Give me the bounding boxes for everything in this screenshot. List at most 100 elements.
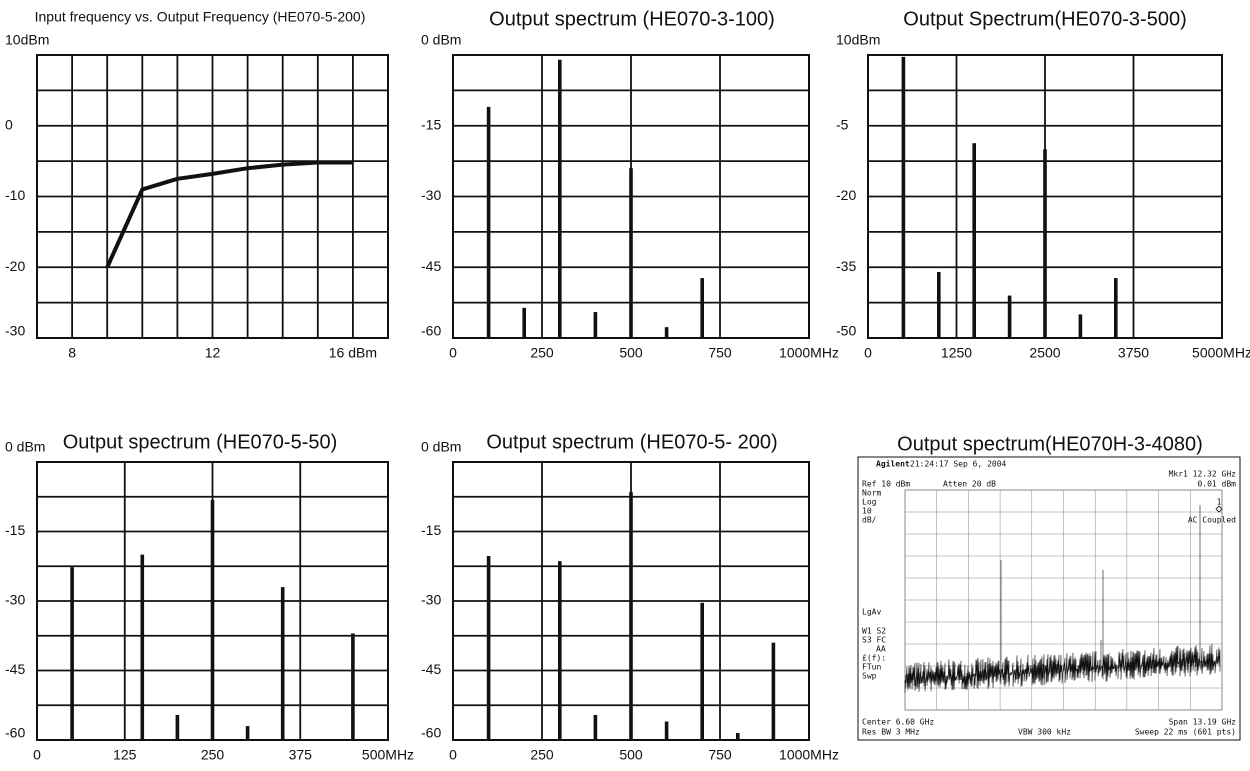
- y-tick-label: -5: [836, 116, 849, 132]
- spectral-line: [664, 327, 669, 338]
- chart-title: Output spectrum (HE070-5- 200): [486, 431, 777, 453]
- attenuation: Atten 20 dB: [943, 480, 996, 489]
- chart: Output Spectrum(HE070-3-500) 10dBm -5 -20 -3…: [836, 8, 1250, 360]
- spectral-line: [522, 307, 526, 338]
- spectral-line: [972, 143, 976, 338]
- x-tick-label: 500MHz: [362, 747, 414, 763]
- y-tick-label: 0: [5, 116, 13, 132]
- side-label: £(f):: [862, 654, 886, 663]
- spectral-line: [1043, 149, 1047, 338]
- x-tick-label: 250: [530, 747, 554, 763]
- spectral-line: [486, 556, 491, 740]
- x-tick-label: 0: [33, 747, 41, 763]
- graticule: [904, 489, 1223, 711]
- spectral-line: [280, 587, 285, 740]
- chart-title: Output Spectrum(HE070-3-500): [903, 8, 1186, 30]
- side-label: 10: [862, 507, 872, 516]
- spectral-line: [1114, 278, 1118, 338]
- y-tick-label: -60: [421, 725, 441, 741]
- x-tick-label: 250: [530, 345, 554, 361]
- x-tick-label: 3750: [1118, 345, 1149, 361]
- spectral-line: [70, 567, 74, 740]
- chart: Output spectrum (HE070-3-100) 0 dBm -15 -30…: [421, 8, 839, 360]
- spectral-line: [175, 714, 180, 740]
- coupling: AC Coupled: [1188, 516, 1236, 525]
- chart-title: Output spectrum (HE070-5-50): [63, 431, 338, 453]
- x-tick-label: 1250: [941, 345, 972, 361]
- y-tick-label: -15: [421, 116, 441, 132]
- spectral-line: [593, 714, 598, 740]
- y-tick-label: 10dBm: [836, 32, 880, 48]
- y-tick-label: -30: [5, 323, 25, 339]
- x-tick-label: 12: [205, 345, 221, 361]
- y-tick-label: -30: [421, 187, 441, 203]
- spectral-line: [245, 726, 250, 740]
- side-label: FTun: [862, 663, 881, 672]
- center-freq: Center 6.60 GHz: [862, 718, 934, 727]
- side-label: S3 FC: [862, 636, 886, 645]
- marker-symbol: [1215, 505, 1223, 513]
- spectral-line: [140, 554, 145, 740]
- y-tick-label: -45: [421, 258, 441, 274]
- marker: Mkr1 12.32 GHz: [1169, 470, 1237, 479]
- side-label: AA: [876, 645, 886, 654]
- x-tick-label: 750: [708, 747, 732, 763]
- chart-title: Output spectrum (HE070-3-100): [489, 8, 775, 30]
- y-tick-label: -30: [421, 592, 441, 608]
- analyzer-panel: Output spectrum(HE070H-3-4080) Agilent 2…: [857, 433, 1241, 741]
- x-tick-label: 2500: [1029, 345, 1060, 361]
- trace: [904, 505, 1221, 693]
- rbw: Res BW 3 MHz: [862, 728, 920, 737]
- spectral-line: [937, 271, 941, 338]
- data-line: [105, 160, 353, 269]
- x-tick-label: 16 dBm: [329, 345, 377, 361]
- side-label: dB/: [862, 516, 877, 525]
- y-tick-label: -45: [5, 661, 25, 677]
- chart-title: Output spectrum(HE070H-3-4080): [897, 433, 1203, 455]
- side-label: Swp: [862, 672, 877, 681]
- y-tick-label: -15: [421, 522, 441, 538]
- y-tick-label: 0 dBm: [421, 32, 461, 48]
- spectral-line: [1078, 314, 1083, 338]
- y-tick-label: -60: [421, 323, 441, 339]
- x-tick-label: 0: [864, 345, 872, 361]
- x-tick-label: 1000MHz: [779, 345, 839, 361]
- y-tick-label: 10dBm: [5, 32, 49, 48]
- spectral-line: [901, 56, 906, 339]
- y-tick-label: -30: [5, 592, 25, 608]
- side-label: W1 S2: [862, 627, 886, 636]
- span: Span 13.19 GHz: [1169, 718, 1237, 727]
- marker-number: 1: [1217, 498, 1222, 507]
- y-tick-label: -45: [421, 661, 441, 677]
- side-label: Norm: [862, 489, 881, 498]
- brand: Agilent: [876, 459, 910, 469]
- y-tick-label: -35: [836, 258, 856, 274]
- spectral-line: [593, 312, 598, 338]
- x-tick-label: 250: [201, 747, 225, 763]
- chart: Output spectrum (HE070-5- 200) 0 dBm -15 -3…: [421, 431, 839, 762]
- x-tick-label: 375: [289, 747, 313, 763]
- x-tick-label: 0: [449, 747, 457, 763]
- x-tick-label: 1000MHz: [779, 747, 839, 763]
- ref-level: Ref 10 dBm: [862, 480, 910, 489]
- y-tick-label: -20: [5, 258, 25, 274]
- x-tick-label: 125: [113, 747, 137, 763]
- spectral-line: [558, 561, 562, 740]
- chart-title: Input frequency vs. Output Frequency (HE…: [35, 9, 366, 25]
- y-tick-label: -20: [836, 187, 856, 203]
- spectral-line: [351, 633, 355, 740]
- chart: Input frequency vs. Output Frequency (HE…: [5, 9, 389, 361]
- vbw: VBW 300 kHz: [1018, 728, 1071, 737]
- spectral-line: [700, 602, 704, 740]
- chart: Output spectrum (HE070-5-50) 0 dBm -15 -30 -…: [5, 431, 414, 762]
- side-label: Log: [862, 498, 877, 507]
- header: 21:24:17 Sep 6, 2004: [910, 460, 1007, 469]
- x-tick-label: 500: [619, 747, 643, 763]
- y-tick-label: 0 dBm: [421, 439, 461, 455]
- spectral-line: [700, 278, 704, 338]
- side-label: LgAv: [862, 608, 881, 617]
- spectral-line: [629, 492, 633, 740]
- y-tick-label: -10: [5, 187, 25, 203]
- spectral-line: [771, 642, 776, 740]
